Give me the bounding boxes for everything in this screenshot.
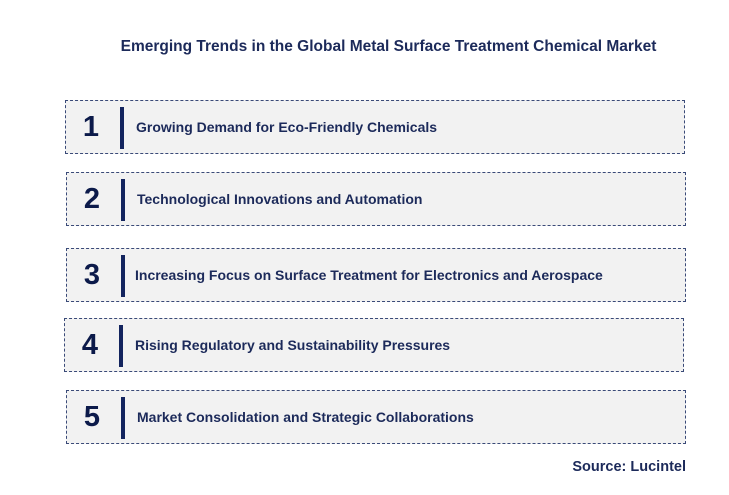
trend-label: Market Consolidation and Strategic Colla…	[137, 409, 474, 425]
accent-bar	[119, 325, 123, 367]
trend-number: 2	[83, 182, 101, 215]
trend-item-3: 3 Increasing Focus on Surface Treatment …	[66, 248, 686, 302]
trend-number: 4	[81, 328, 99, 361]
trend-item-1: 1 Growing Demand for Eco-Friendly Chemic…	[65, 100, 685, 154]
source-label: Source: Lucintel	[572, 459, 686, 475]
accent-bar	[121, 179, 125, 221]
trend-label: Rising Regulatory and Sustainability Pre…	[135, 337, 451, 353]
trend-number: 1	[82, 110, 100, 143]
accent-bar	[121, 397, 125, 439]
trend-label: Technological Innovations and Automation	[137, 191, 423, 207]
accent-bar	[120, 107, 124, 149]
trend-item-2: 2 Technological Innovations and Automati…	[66, 172, 686, 226]
trend-number: 3	[83, 258, 101, 291]
page-title: Emerging Trends in the Global Metal Surf…	[120, 38, 657, 55]
trend-label: Growing Demand for Eco-Friendly Chemical…	[136, 119, 438, 135]
trend-number: 5	[83, 400, 101, 433]
trend-item-4: 4 Rising Regulatory and Sustainability P…	[64, 318, 684, 372]
trend-item-5: 5 Market Consolidation and Strategic Col…	[66, 390, 686, 444]
trend-label: Increasing Focus on Surface Treatment fo…	[135, 267, 603, 283]
accent-bar	[121, 255, 125, 297]
